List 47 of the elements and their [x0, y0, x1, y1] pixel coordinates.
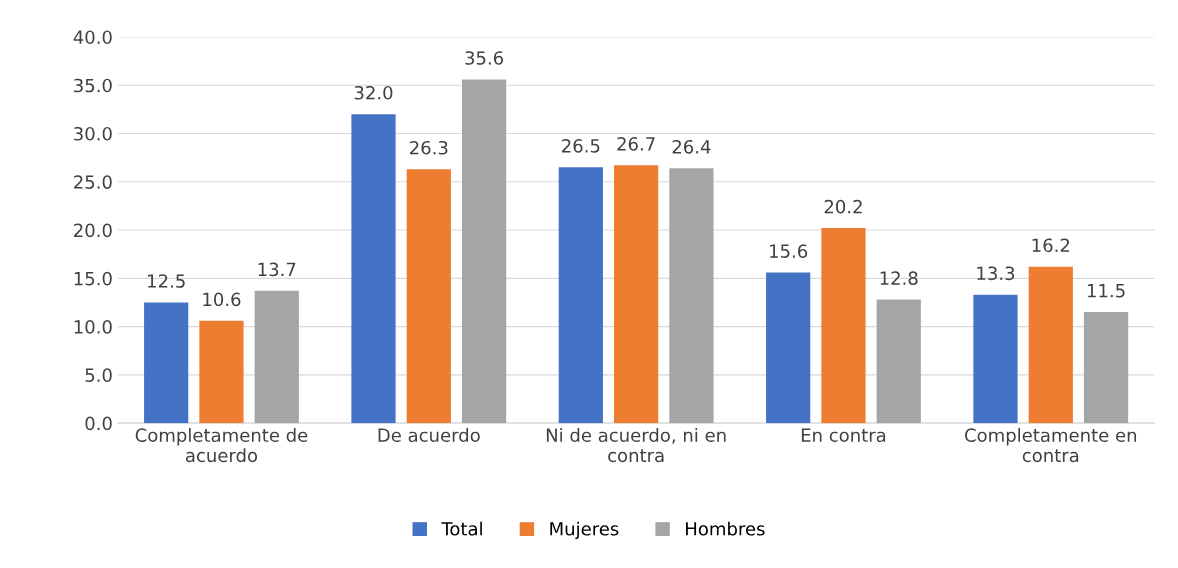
- data-label: 12.5: [148, 274, 185, 288]
- bar: [614, 165, 659, 424]
- bar: [821, 228, 866, 424]
- bar: [461, 79, 507, 424]
- bar: [144, 302, 189, 424]
- legend-label: Mujeres: [550, 521, 619, 540]
- data-label: 11.5: [1087, 284, 1125, 298]
- x-tick-label: Completamente de acuerdo: [135, 428, 308, 463]
- data-label: 15.6: [770, 244, 808, 258]
- bar: [1083, 312, 1129, 424]
- y-tick-label: 0.0: [85, 416, 112, 431]
- y-tick-label: 35.0: [74, 78, 112, 93]
- data-label: 32.0: [354, 85, 393, 100]
- x-tick-label: En contra: [801, 428, 886, 442]
- y-tick-label: 5.0: [85, 368, 112, 382]
- y-tick-label: 15.0: [74, 271, 112, 286]
- bar: [973, 294, 1018, 424]
- bar: [351, 114, 396, 424]
- data-label: 35.6: [465, 51, 504, 65]
- x-tick-label: Ni de acuerdo, ni en contra: [546, 428, 726, 463]
- data-label: 13.7: [258, 262, 296, 277]
- y-tick-label: 10.0: [74, 320, 112, 334]
- data-label: 26.4: [672, 139, 711, 154]
- data-label: 10.6: [203, 292, 241, 307]
- bar: [1028, 266, 1073, 424]
- data-label: 26.3: [410, 140, 448, 155]
- bar: [766, 272, 811, 424]
- bar: [406, 169, 451, 424]
- y-tick-label: 30.0: [74, 126, 112, 141]
- bar: [876, 299, 921, 424]
- data-label: 26.7: [617, 137, 655, 151]
- x-tick-label: De acuerdo: [378, 428, 480, 442]
- x-tick-label: Completamente en contra: [964, 428, 1137, 463]
- legend-label: Hombres: [686, 521, 765, 536]
- bar: [558, 167, 603, 424]
- legend-label: Total: [441, 521, 482, 536]
- data-label: 13.3: [977, 266, 1015, 281]
- data-label: 12.8: [880, 271, 918, 285]
- y-tick-label: 20.0: [74, 223, 112, 238]
- data-label: 20.2: [824, 199, 862, 214]
- data-label: 16.2: [1032, 238, 1070, 253]
- bar: [669, 168, 714, 424]
- y-tick-label: 25.0: [74, 175, 112, 189]
- data-label: 26.5: [562, 139, 600, 153]
- bar: [199, 320, 244, 424]
- bar: [254, 290, 299, 424]
- y-tick-label: 40.0: [73, 30, 112, 45]
